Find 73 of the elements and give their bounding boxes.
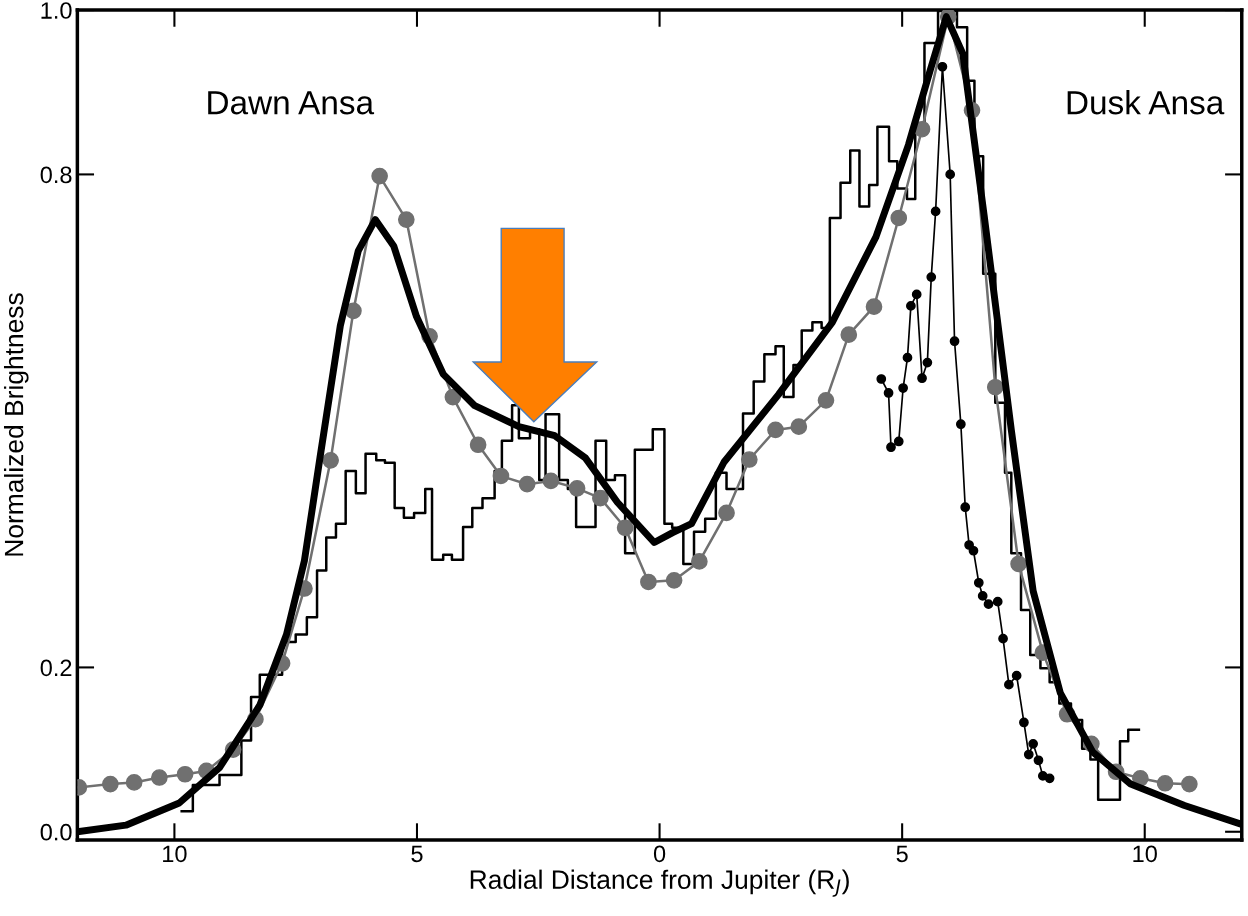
annotation: Dusk Ansa: [1067, 89, 1225, 115]
point: [790, 418, 808, 436]
point: [492, 467, 510, 485]
point: [1044, 773, 1055, 784]
point: [322, 452, 339, 469]
point: [151, 769, 168, 786]
point: [922, 357, 933, 368]
point: [102, 775, 119, 793]
point: [397, 211, 415, 228]
point: [906, 301, 916, 311]
point: [998, 633, 1008, 644]
x-tick-label: 0: [653, 845, 666, 863]
point: [1011, 670, 1022, 681]
point: [840, 326, 858, 343]
x-axis-title: Radial Distance from Jupiter (R$_{J}$): [470, 869, 849, 897]
point: [518, 475, 536, 493]
point: [1028, 738, 1039, 749]
point: [960, 502, 971, 513]
point: [1004, 679, 1014, 690]
point: [949, 336, 960, 347]
point: [469, 436, 487, 454]
point: [977, 591, 988, 601]
point: [986, 378, 1004, 396]
point: [740, 451, 758, 468]
y-tick-label: 0.2: [40, 659, 72, 677]
point: [640, 573, 657, 591]
y-axis-title: Normalized Brightness: [3, 293, 29, 556]
point: [926, 272, 937, 282]
point: [568, 479, 586, 497]
x-tick-label: 10: [1133, 845, 1157, 863]
point: [1023, 749, 1034, 760]
point: [718, 504, 735, 522]
point: [898, 383, 908, 393]
point: [968, 545, 979, 556]
annotation: Dawn Ansa: [208, 91, 375, 115]
point: [371, 167, 388, 185]
point: [592, 489, 609, 507]
x-tick-label: 5: [896, 845, 908, 863]
point: [917, 373, 927, 384]
y-tick-label: 1.0: [41, 2, 72, 19]
point: [893, 436, 904, 447]
point: [937, 61, 948, 72]
point: [890, 209, 908, 227]
x-tick-label: 10: [163, 845, 187, 863]
point: [1181, 775, 1198, 793]
point: [973, 577, 984, 588]
point: [883, 388, 894, 398]
point: [616, 519, 634, 537]
point: [176, 765, 194, 783]
point: [1156, 774, 1174, 792]
point: [945, 169, 956, 180]
point: [444, 388, 462, 406]
point: [902, 352, 913, 363]
point: [125, 774, 143, 791]
x-tick-label: 5: [411, 845, 423, 863]
point: [992, 596, 1003, 607]
point: [911, 289, 922, 300]
y-tick-label: 0.0: [40, 823, 72, 841]
point: [876, 374, 887, 384]
point: [955, 419, 966, 430]
point: [817, 392, 835, 409]
point: [665, 571, 683, 589]
point: [865, 298, 883, 316]
point: [1019, 717, 1029, 728]
point: [767, 421, 784, 439]
point: [1033, 755, 1044, 766]
point: [930, 206, 941, 217]
point: [886, 442, 896, 453]
point: [983, 599, 994, 610]
point: [691, 553, 708, 570]
y-tick-label: 0.8: [40, 166, 72, 184]
point: [542, 472, 560, 490]
point: [1010, 555, 1027, 573]
